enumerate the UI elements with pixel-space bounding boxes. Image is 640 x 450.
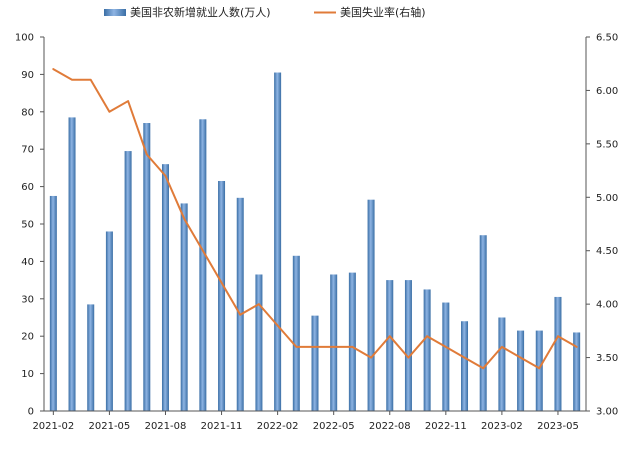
left-tick-label: 90 [21,70,34,81]
right-tick-label: 4.00 [596,300,618,311]
left-axis-ticks: 0 10 20 30 40 50 60 70 80 90 100 [15,33,44,418]
left-tick-label: 0 [28,407,34,418]
bar [573,332,581,411]
bar [255,274,263,411]
x-tick-label: 2022-11 [425,421,467,432]
bar [68,117,76,411]
right-tick-label: 5.50 [596,139,618,150]
right-axis-ticks: 3.00 3.50 4.00 4.50 5.00 5.50 6.00 6.50 [586,33,618,418]
right-tick-label: 5.00 [596,193,618,204]
bar [442,302,450,411]
bar [404,280,412,411]
x-tick-label: 2023-02 [481,421,523,432]
bar [535,330,543,411]
bar [236,197,244,411]
x-tick-label: 2021-08 [145,421,187,432]
right-tick-label: 4.50 [596,246,618,257]
legend: 美国非农新增就业人数(万人) 美国失业率(右轴) [104,5,426,19]
bar [479,235,487,411]
bar [218,180,226,411]
bar [367,199,375,411]
bar [105,231,113,411]
legend-item-line: 美国失业率(右轴) [314,5,426,19]
bar [199,119,207,411]
x-tick-label: 2022-02 [257,421,299,432]
bar [161,164,169,411]
bar-series [49,72,581,412]
right-tick-label: 3.50 [596,353,618,364]
left-tick-label: 100 [15,33,34,44]
bar [423,289,431,411]
left-tick-label: 70 [21,145,34,156]
left-tick-label: 10 [21,369,34,380]
left-tick-label: 40 [21,257,34,268]
left-tick-label: 80 [21,107,34,118]
legend-item-bar: 美国非农新增就业人数(万人) [104,5,271,19]
right-tick-label: 6.50 [596,33,618,44]
legend-swatch-bar [104,9,126,16]
left-tick-label: 60 [21,182,34,193]
bar [517,330,525,411]
bar [311,315,319,411]
legend-label-line: 美国失业率(右轴) [340,5,426,19]
left-tick-label: 30 [21,294,34,305]
bar [461,321,469,411]
bar [49,195,57,411]
bar [498,317,506,411]
legend-label-bar: 美国非农新增就业人数(万人) [130,5,271,19]
unemployment-line [52,68,578,370]
x-tick-label: 2021-02 [32,421,74,432]
right-tick-label: 3.00 [596,407,618,418]
x-tick-label: 2022-05 [313,421,355,432]
bar [274,72,282,411]
x-tick-label: 2021-11 [201,421,243,432]
bar [348,272,356,411]
bar [330,274,338,411]
x-tick-label: 2022-08 [369,421,411,432]
left-tick-label: 50 [21,220,34,231]
bar [292,255,300,411]
x-tick-label: 2021-05 [89,421,131,432]
bar [386,280,394,411]
right-tick-label: 6.00 [596,86,618,97]
x-tick-label: 2023-05 [537,421,579,432]
bar [554,296,562,411]
bar [180,203,188,411]
axes [43,37,587,412]
bar [87,304,95,411]
left-tick-label: 20 [21,332,34,343]
x-axis-ticks: 2021-02 2021-05 2021-08 2021-11 2022-02 2022-… [32,411,579,432]
bar [124,151,132,411]
bar [143,123,151,412]
